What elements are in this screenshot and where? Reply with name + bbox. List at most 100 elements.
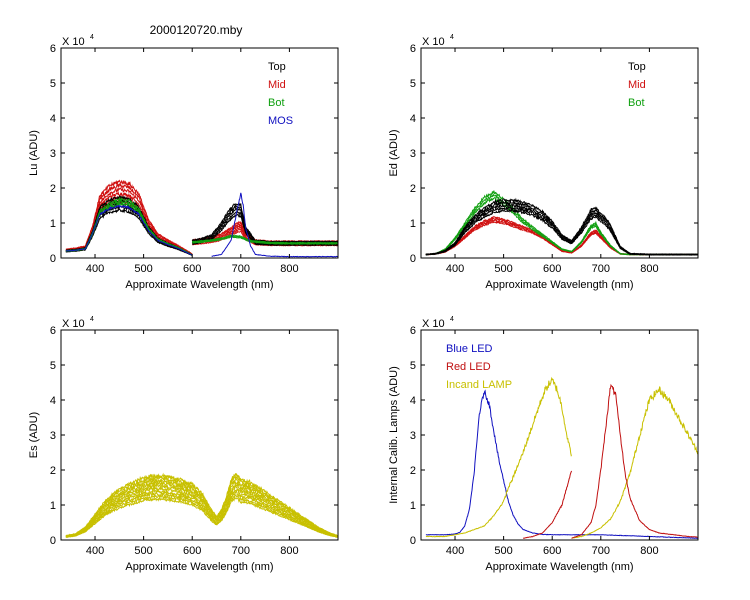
x-tick-label: 400	[86, 545, 104, 557]
series-line-es-1-1	[216, 494, 338, 538]
figure-title: 2000120720.mby	[150, 23, 243, 37]
y-multiplier-exponent: 4	[90, 34, 94, 41]
x-axis-label: Approximate Wavelength (nm)	[125, 561, 273, 573]
y-multiplier: X 10	[62, 36, 85, 48]
y-tick-label: 4	[410, 113, 416, 125]
legend-entry: Top	[628, 61, 646, 73]
y-multiplier-exponent: 4	[450, 316, 454, 323]
y-tick-label: 2	[410, 465, 416, 477]
series-line-es-0-0	[65, 496, 217, 539]
y-tick-label: 4	[410, 395, 416, 407]
x-tick-label: 400	[446, 263, 464, 275]
series-line-red-led-0-0	[523, 470, 573, 539]
x-tick-label: 700	[232, 545, 250, 557]
x-tick-label: 800	[280, 263, 298, 275]
legend-entry: Incand LAMP	[446, 379, 512, 391]
x-tick-label: 600	[183, 263, 201, 275]
series-line-blue-led-0-0	[425, 389, 698, 539]
series-line-es-6-0	[65, 480, 217, 537]
y-tick-label: 3	[410, 148, 416, 160]
x-tick-label: 500	[494, 263, 512, 275]
legend-entry: Bot	[268, 97, 285, 109]
y-tick-label: 5	[50, 78, 56, 90]
y-tick-label: 6	[50, 325, 56, 337]
legend-entry: Red LED	[446, 361, 491, 373]
x-tick-label: 800	[280, 545, 298, 557]
y-tick-label: 0	[50, 253, 56, 265]
series-group	[425, 376, 698, 539]
y-tick-label: 1	[410, 500, 416, 512]
x-axis-label: Approximate Wavelength (nm)	[485, 561, 633, 573]
series-line-es-7-1	[216, 477, 338, 537]
series-line-es-9-1	[216, 473, 338, 537]
x-tick-label: 700	[232, 263, 250, 275]
x-tick-label: 800	[640, 545, 658, 557]
series-group	[425, 190, 698, 256]
y-axis-label: Ed (ADU)	[388, 129, 400, 176]
y-tick-label: 2	[50, 465, 56, 477]
x-tick-label: 500	[134, 545, 152, 557]
y-tick-label: 1	[410, 218, 416, 230]
x-tick-label: 600	[543, 545, 561, 557]
x-tick-label: 500	[494, 545, 512, 557]
x-tick-label: 600	[183, 545, 201, 557]
series-line-mos-0-0	[65, 204, 193, 256]
y-tick-label: 6	[410, 43, 416, 55]
x-tick-label: 700	[592, 263, 610, 275]
y-tick-label: 6	[50, 43, 56, 55]
series-line-es-6-1	[216, 480, 338, 537]
chart-panel-top-right: 400 500 600 700 800 0 1 2 3 4 5 6 X 10 4 Approximate W…	[388, 34, 699, 291]
legend-entry: Blue LED	[446, 343, 493, 355]
legend-entry: Mid	[268, 79, 286, 91]
y-tick-label: 5	[410, 360, 416, 372]
x-tick-label: 400	[446, 545, 464, 557]
series-line-top-4-0	[425, 197, 698, 256]
y-multiplier-exponent: 4	[450, 34, 454, 41]
series-line-incand-lamp-0-0	[425, 376, 573, 538]
y-multiplier: X 10	[62, 318, 85, 330]
y-tick-label: 3	[410, 430, 416, 442]
legend-entry: Bot	[628, 97, 645, 109]
y-tick-label: 1	[50, 218, 56, 230]
legend-entry: Mid	[628, 79, 646, 91]
y-tick-label: 2	[410, 183, 416, 195]
x-tick-label: 800	[640, 263, 658, 275]
series-group	[65, 472, 338, 539]
series-line-es-3-0	[65, 488, 217, 538]
series-line-es-4-0	[65, 485, 217, 538]
y-tick-label: 5	[410, 78, 416, 90]
series-line-incand-lamp-0-1	[571, 386, 698, 539]
x-tick-label: 500	[134, 263, 152, 275]
x-tick-label: 400	[86, 263, 104, 275]
y-multiplier-exponent: 4	[90, 316, 94, 323]
x-tick-label: 700	[592, 545, 610, 557]
y-multiplier: X 10	[422, 36, 445, 48]
y-axis-label: Es (ADU)	[28, 412, 40, 458]
y-tick-label: 2	[50, 183, 56, 195]
chart-panel-bottom-left: 400 500 600 700 800 0 1 2 3 4 5 6 X 10 4 Approximate W…	[28, 316, 339, 573]
series-line-mid-5-0	[65, 179, 193, 255]
series-line-es-3-1	[216, 488, 338, 538]
legend-entry: MOS	[268, 115, 293, 127]
x-axis-label: Approximate Wavelength (nm)	[125, 279, 273, 291]
x-axis-label: Approximate Wavelength (nm)	[485, 279, 633, 291]
series-line-red-led-0-1	[571, 383, 698, 539]
y-tick-label: 5	[50, 360, 56, 372]
legend-entry: Top	[268, 61, 286, 73]
chart-panel-top-left: 400 500 600 700 800 0 1 2 3 4 5 6 X 10 4 Approximate W…	[28, 34, 339, 291]
y-axis-label: Lu (ADU)	[28, 130, 40, 176]
y-tick-label: 4	[50, 395, 56, 407]
x-tick-label: 600	[543, 263, 561, 275]
y-tick-label: 0	[410, 535, 416, 547]
series-line-es-9-0	[65, 472, 217, 537]
y-tick-label: 0	[50, 535, 56, 547]
y-axis-label: Internal Calib. Lamps (ADU)	[388, 366, 400, 504]
series-line-es-1-0	[65, 494, 217, 538]
y-tick-label: 1	[50, 500, 56, 512]
series-group	[65, 179, 338, 258]
plot-frame	[60, 47, 339, 259]
series-line-bot-2-1	[192, 234, 338, 244]
y-tick-label: 6	[410, 325, 416, 337]
series-line-mos-0-1	[211, 192, 338, 258]
